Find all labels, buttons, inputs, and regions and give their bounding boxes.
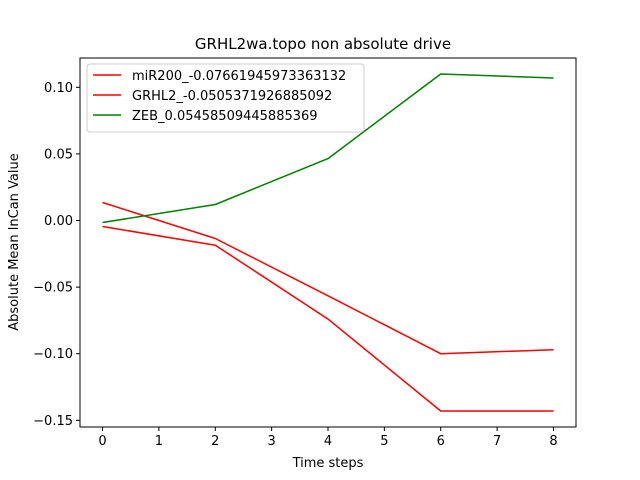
y-tick-label: 0.05 (44, 147, 73, 162)
x-tick-label: 1 (155, 434, 163, 449)
legend: miR200_-0.07661945973363132 GRHL2_-0.0505… (86, 63, 365, 133)
x-tick-label: 4 (324, 434, 332, 449)
y-tick-label: −0.10 (33, 347, 73, 362)
x-tick-label: 6 (437, 434, 445, 449)
y-tick-label: 0.10 (44, 81, 73, 96)
x-axis: 0 1 2 3 4 5 6 7 8 (98, 427, 558, 449)
chart-title: GRHL2wa.topo non absolute drive (195, 35, 451, 53)
y-axis-label: Absolute Mean lnCan Value (7, 153, 22, 330)
series-line-0 (102, 201, 554, 355)
legend-label-1: GRHL2_-0.0505371926885092 (132, 89, 332, 104)
y-tick-label: −0.05 (33, 281, 73, 296)
series-line-2 (102, 73, 554, 224)
x-tick-label: 3 (267, 434, 275, 449)
series-line-1 (102, 225, 554, 412)
x-tick-label: 0 (98, 434, 106, 449)
y-tick-label: 0.00 (44, 214, 73, 229)
legend-label-0: miR200_-0.07661945973363132 (132, 69, 346, 84)
x-axis-label: Time steps (292, 456, 364, 471)
x-tick-label: 5 (380, 434, 388, 449)
legend-box (86, 63, 365, 133)
series-layer (102, 73, 554, 412)
y-tick-label: −0.15 (33, 414, 73, 429)
x-tick-label: 8 (549, 434, 557, 449)
legend-label-2: ZEB_0.05458509445885369 (132, 109, 318, 124)
y-axis: −0.15 −0.10 −0.05 0.00 0.05 0.10 (33, 81, 80, 429)
x-tick-label: 2 (211, 434, 219, 449)
x-tick-label: 7 (493, 434, 501, 449)
